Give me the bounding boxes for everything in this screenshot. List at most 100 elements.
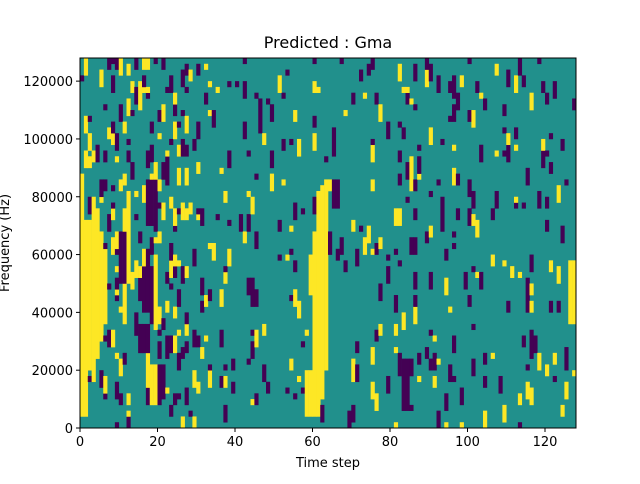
heatmap-cell (250, 341, 255, 359)
heatmap-cell (401, 86, 406, 93)
heatmap-cell (149, 179, 154, 226)
heatmap-cell (417, 173, 422, 180)
heatmap-cell (269, 173, 275, 192)
heatmap-cell (351, 92, 356, 105)
heatmap-cell (448, 364, 453, 383)
heatmap-cell (409, 156, 414, 192)
heatmap-cell (87, 156, 92, 169)
heatmap-cell (452, 144, 457, 151)
heatmap-cell (87, 115, 92, 122)
heatmap-cell (126, 416, 131, 429)
heatmap-cell (409, 98, 414, 105)
heatmap-cell (479, 271, 484, 290)
heatmap-cell (424, 69, 430, 88)
heatmap-cell (219, 167, 224, 174)
heatmap-cell (196, 214, 201, 221)
heatmap-cell (428, 225, 433, 238)
heatmap-cell (428, 271, 433, 290)
heatmap-cell (107, 214, 112, 232)
heatmap-cell (223, 375, 228, 388)
heatmap-cell (281, 179, 286, 186)
heatmap-cell (80, 75, 85, 82)
heatmap-cell (173, 254, 178, 267)
heatmap-cell (502, 104, 507, 117)
heatmap-cell (173, 104, 178, 117)
heatmap-cell (223, 364, 228, 371)
heatmap-cell (521, 335, 526, 348)
heatmap-cell (142, 58, 147, 70)
heatmap-cell (510, 266, 515, 278)
heatmap-cell (312, 133, 317, 151)
heatmap-cell (506, 144, 511, 163)
heatmap-cell (80, 173, 85, 417)
heatmap-cell (312, 58, 317, 65)
heatmap-cell (413, 179, 418, 192)
heatmap-cell (188, 410, 193, 417)
heatmap-cell (514, 75, 519, 93)
heatmap-cell (355, 341, 360, 354)
heatmap-cell (126, 138, 131, 146)
heatmap-cell (397, 150, 402, 163)
heatmap-cell (207, 289, 213, 302)
heatmap-cell (452, 375, 457, 383)
heatmap-cell (235, 81, 240, 88)
heatmap-cell (304, 329, 309, 336)
heatmap-cell (200, 347, 205, 359)
heatmap-cell (401, 312, 406, 331)
heatmap-cell (87, 196, 92, 215)
heatmap-cell (161, 318, 166, 331)
heatmap-cell (370, 144, 375, 163)
heatmap-cell (176, 144, 182, 157)
heatmap-cell (436, 75, 441, 93)
heatmap-cell (200, 277, 205, 296)
heatmap-cell (111, 75, 116, 93)
heatmap-cell (529, 283, 534, 296)
heatmap-cell (413, 295, 418, 307)
heatmap-cell (568, 260, 573, 325)
heatmap-cell (393, 347, 399, 354)
heatmap-cell (145, 248, 151, 313)
heatmap-cell (498, 375, 503, 394)
heatmap-cell (324, 156, 329, 163)
heatmap-cell (548, 300, 554, 313)
y-tick-label: 40000 (32, 306, 73, 321)
heatmap-cell (448, 81, 453, 93)
heatmap-cell (149, 364, 154, 406)
heatmap-cell (428, 127, 433, 146)
heatmap-cell (452, 104, 457, 122)
heatmap-cell (335, 248, 340, 261)
heatmap-cell (436, 179, 441, 186)
heatmap-cell (204, 335, 209, 342)
heatmap-cell (169, 260, 174, 278)
heatmap-cell (122, 173, 127, 186)
heatmap-cell (552, 81, 557, 99)
heatmap-cell (204, 92, 209, 105)
heatmap-cell (145, 150, 151, 169)
heatmap-cell (428, 329, 433, 336)
heatmap-cell (153, 364, 158, 406)
heatmap-cell (467, 58, 472, 65)
heatmap-cell (231, 358, 236, 371)
heatmap-cell (180, 416, 185, 429)
heatmap-cell (370, 248, 375, 255)
heatmap-cell (548, 162, 554, 174)
heatmap-cell (552, 352, 557, 365)
heatmap-cell (114, 58, 120, 70)
heatmap-cell (227, 150, 232, 169)
heatmap-cell (157, 231, 162, 244)
heatmap-cell (188, 69, 193, 82)
heatmap-cell (471, 323, 476, 331)
heatmap-cell (145, 92, 151, 99)
heatmap-cell (95, 208, 100, 359)
heatmap-cell (269, 150, 275, 169)
heatmap-cell (293, 260, 298, 273)
heatmap-cell (393, 422, 399, 429)
heatmap-cell (289, 138, 294, 146)
heatmap-cell (370, 179, 375, 192)
heatmap-cell (572, 370, 577, 377)
heatmap-cell (130, 162, 135, 180)
heatmap-cell (254, 289, 259, 307)
heatmap-cell (184, 312, 189, 325)
heatmap-cell (207, 81, 213, 88)
heatmap-cell (331, 127, 337, 157)
